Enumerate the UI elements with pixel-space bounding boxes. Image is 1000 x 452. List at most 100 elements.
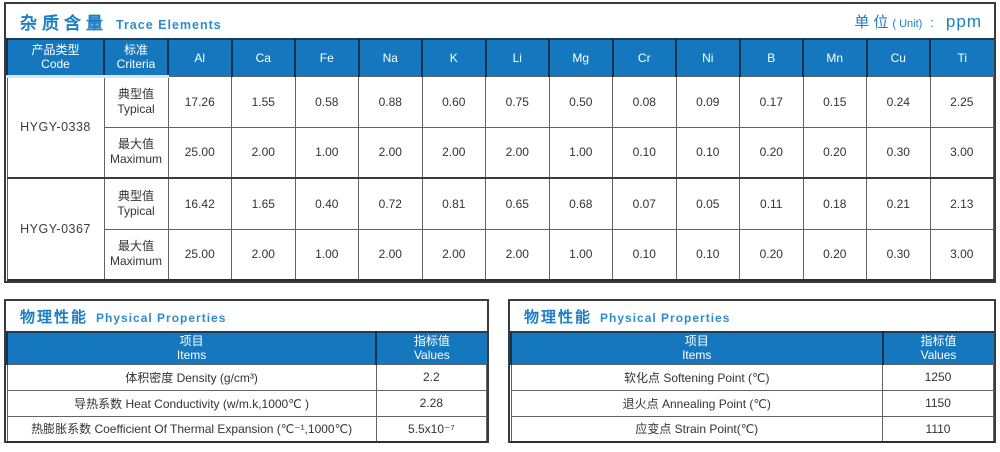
column-header-values-zh: 指标值: [920, 334, 957, 349]
value-cell: 0.20: [739, 126, 804, 179]
physical-left-header-row: 项目 Items 指标值 Values: [5, 332, 487, 364]
criteria-zh: 最大值: [117, 137, 154, 152]
property-value: 1250: [882, 363, 994, 391]
value-cell: 0.88: [358, 75, 423, 128]
value-cell: 0.09: [675, 75, 740, 128]
column-header-na: Na: [357, 39, 422, 76]
value-cell: 2.00: [421, 126, 486, 179]
criteria-en: Typical: [117, 203, 155, 218]
physical-left-title-zh: 物理性能: [20, 308, 89, 326]
table-row: 软化点 Softening Point (℃) 1250: [510, 363, 994, 391]
column-header-al: Al: [167, 39, 232, 76]
value-cell: 0.30: [866, 126, 931, 179]
value-cell: 1.55: [231, 75, 296, 128]
value-cell: 0.58: [294, 75, 359, 128]
value-cell: 0.30: [866, 228, 931, 281]
value-cell: 0.68: [548, 177, 613, 230]
value-cell: 2.00: [231, 228, 296, 281]
table-row: 应变点 Strain Point(℃) 1110: [510, 415, 994, 443]
value-cell: 0.72: [358, 177, 423, 230]
column-header-values: 指标值 Values: [375, 332, 487, 364]
property-item: 体积密度 Density (g/cm³): [6, 363, 377, 391]
property-item: 软化点 Softening Point (℃): [510, 363, 884, 391]
physical-properties-right-title: 物理性能 Physical Properties: [524, 306, 730, 327]
trace-elements-title-bar: 杂质含量 Trace Elements 单位 ( Unit) : ppm: [6, 4, 994, 38]
value-cell: 25.00: [167, 228, 232, 281]
trace-elements-title-en: Trace Elements: [116, 17, 222, 32]
physical-right-title-en: Physical Properties: [600, 310, 731, 325]
physical-properties-right-table: 项目 Items 指标值 Values 软化点 Softening Point …: [510, 331, 994, 443]
property-value: 1150: [882, 389, 994, 417]
criteria-zh: 最大值: [117, 239, 154, 254]
value-cell: 0.20: [739, 228, 804, 281]
table-row: 退火点 Annealing Point (℃) 1150: [510, 389, 994, 417]
unit-label-en: ( Unit): [892, 17, 923, 30]
value-cell: 0.65: [485, 177, 550, 230]
property-item: 热膨胀系数 Coefficient Of Thermal Expansion (…: [6, 415, 377, 443]
column-header-mg: Mg: [548, 39, 613, 76]
value-cell: 2.00: [231, 126, 296, 179]
product-code: HYGY-0338: [6, 75, 105, 179]
unit-label-zh: 单位: [854, 13, 893, 31]
value-cell: 0.10: [612, 126, 677, 179]
value-cell: 0.18: [802, 177, 867, 230]
value-cell: 0.40: [294, 177, 359, 230]
column-header-values-en: Values: [413, 348, 450, 363]
column-header-ni: Ni: [675, 39, 740, 76]
value-cell: 0.81: [421, 177, 486, 230]
column-header-items-en: Items: [176, 348, 207, 363]
value-cell: 2.25: [929, 75, 994, 128]
column-header-criteria: 标准 Criteria: [103, 39, 168, 78]
criteria-cell: 典型值 Typical: [103, 75, 169, 128]
column-header-mn: Mn: [802, 39, 867, 76]
value-cell: 17.26: [167, 75, 232, 128]
criteria-cell: 典型值 Typical: [103, 177, 169, 230]
trace-elements-title-zh: 杂质含量: [20, 13, 108, 33]
value-cell: 2.13: [929, 177, 994, 230]
column-header-li: Li: [484, 39, 549, 76]
physical-properties-left-table: 项目 Items 指标值 Values 体积密度 Density (g/cm³)…: [5, 331, 488, 443]
table-row: HYGY-0367 典型值 Typical 16.42 1.65 0.40 0.72 0.81…: [6, 177, 994, 281]
product-code: HYGY-0367: [6, 177, 105, 281]
value-cell: 0.21: [866, 177, 931, 230]
column-header-code: 产品类型 Code: [6, 39, 104, 78]
table-row: 热膨胀系数 Coefficient Of Thermal Expansion (…: [6, 415, 488, 443]
property-item: 导热系数 Heat Conductivity (w/m.k,1000℃ ): [6, 389, 377, 417]
criteria-en: Maximum: [109, 152, 162, 167]
trace-elements-panel: 杂质含量 Trace Elements 单位 ( Unit) : ppm 产品类…: [4, 2, 996, 283]
column-header-b: B: [738, 39, 803, 76]
table-row: 最大值 Maximum 25.00 2.00 1.00 2.00 2.00 2.00 1.00 0…: [7, 228, 994, 281]
value-cell: 0.10: [675, 228, 740, 281]
unit-label: 单位 ( Unit) : ppm: [854, 11, 982, 32]
value-cell: 2.00: [421, 228, 486, 281]
trace-elements-title: 杂质含量 Trace Elements: [20, 9, 222, 34]
property-value: 2.28: [375, 389, 488, 417]
value-cell: 1.65: [231, 177, 296, 230]
value-cell: 1.00: [294, 126, 359, 179]
trace-elements-table: 产品类型 Code 标准 Criteria Al Ca Fe Na K Li Mg Cr Ni B…: [6, 38, 994, 281]
value-cell: 0.05: [675, 177, 740, 230]
property-value: 1110: [882, 415, 994, 443]
unit-colon: :: [930, 14, 934, 30]
physical-left-title-en: Physical Properties: [96, 310, 227, 325]
table-row: 导热系数 Heat Conductivity (w/m.k,1000℃ ) 2.2…: [6, 389, 488, 417]
value-cell: 0.20: [802, 126, 867, 179]
column-header-k: K: [421, 39, 486, 76]
value-cell: 1.00: [548, 126, 613, 179]
trace-elements-header-row: 产品类型 Code 标准 Criteria Al Ca Fe Na K Li Mg Cr Ni B…: [6, 39, 994, 78]
value-cell: 0.24: [866, 75, 931, 128]
table-row: 最大值 Maximum 25.00 2.00 1.00 2.00 2.00 2.00 1.00 0…: [7, 126, 994, 179]
criteria-zh: 典型值: [117, 188, 154, 203]
value-cell: 2.00: [358, 126, 423, 179]
criteria-zh: 典型值: [117, 87, 154, 101]
value-cell: 1.00: [548, 228, 613, 281]
column-header-items: 项目 Items: [5, 332, 377, 364]
column-header-ca: Ca: [230, 39, 295, 76]
unit-value: ppm: [945, 11, 982, 31]
value-cell: 0.17: [739, 75, 804, 128]
value-cell: 0.10: [675, 126, 740, 179]
column-header-fe: Fe: [294, 39, 359, 76]
column-header-cu: Cu: [865, 39, 930, 76]
criteria-en: Maximum: [109, 254, 162, 269]
property-value: 5.5x10⁻⁷: [375, 415, 488, 443]
